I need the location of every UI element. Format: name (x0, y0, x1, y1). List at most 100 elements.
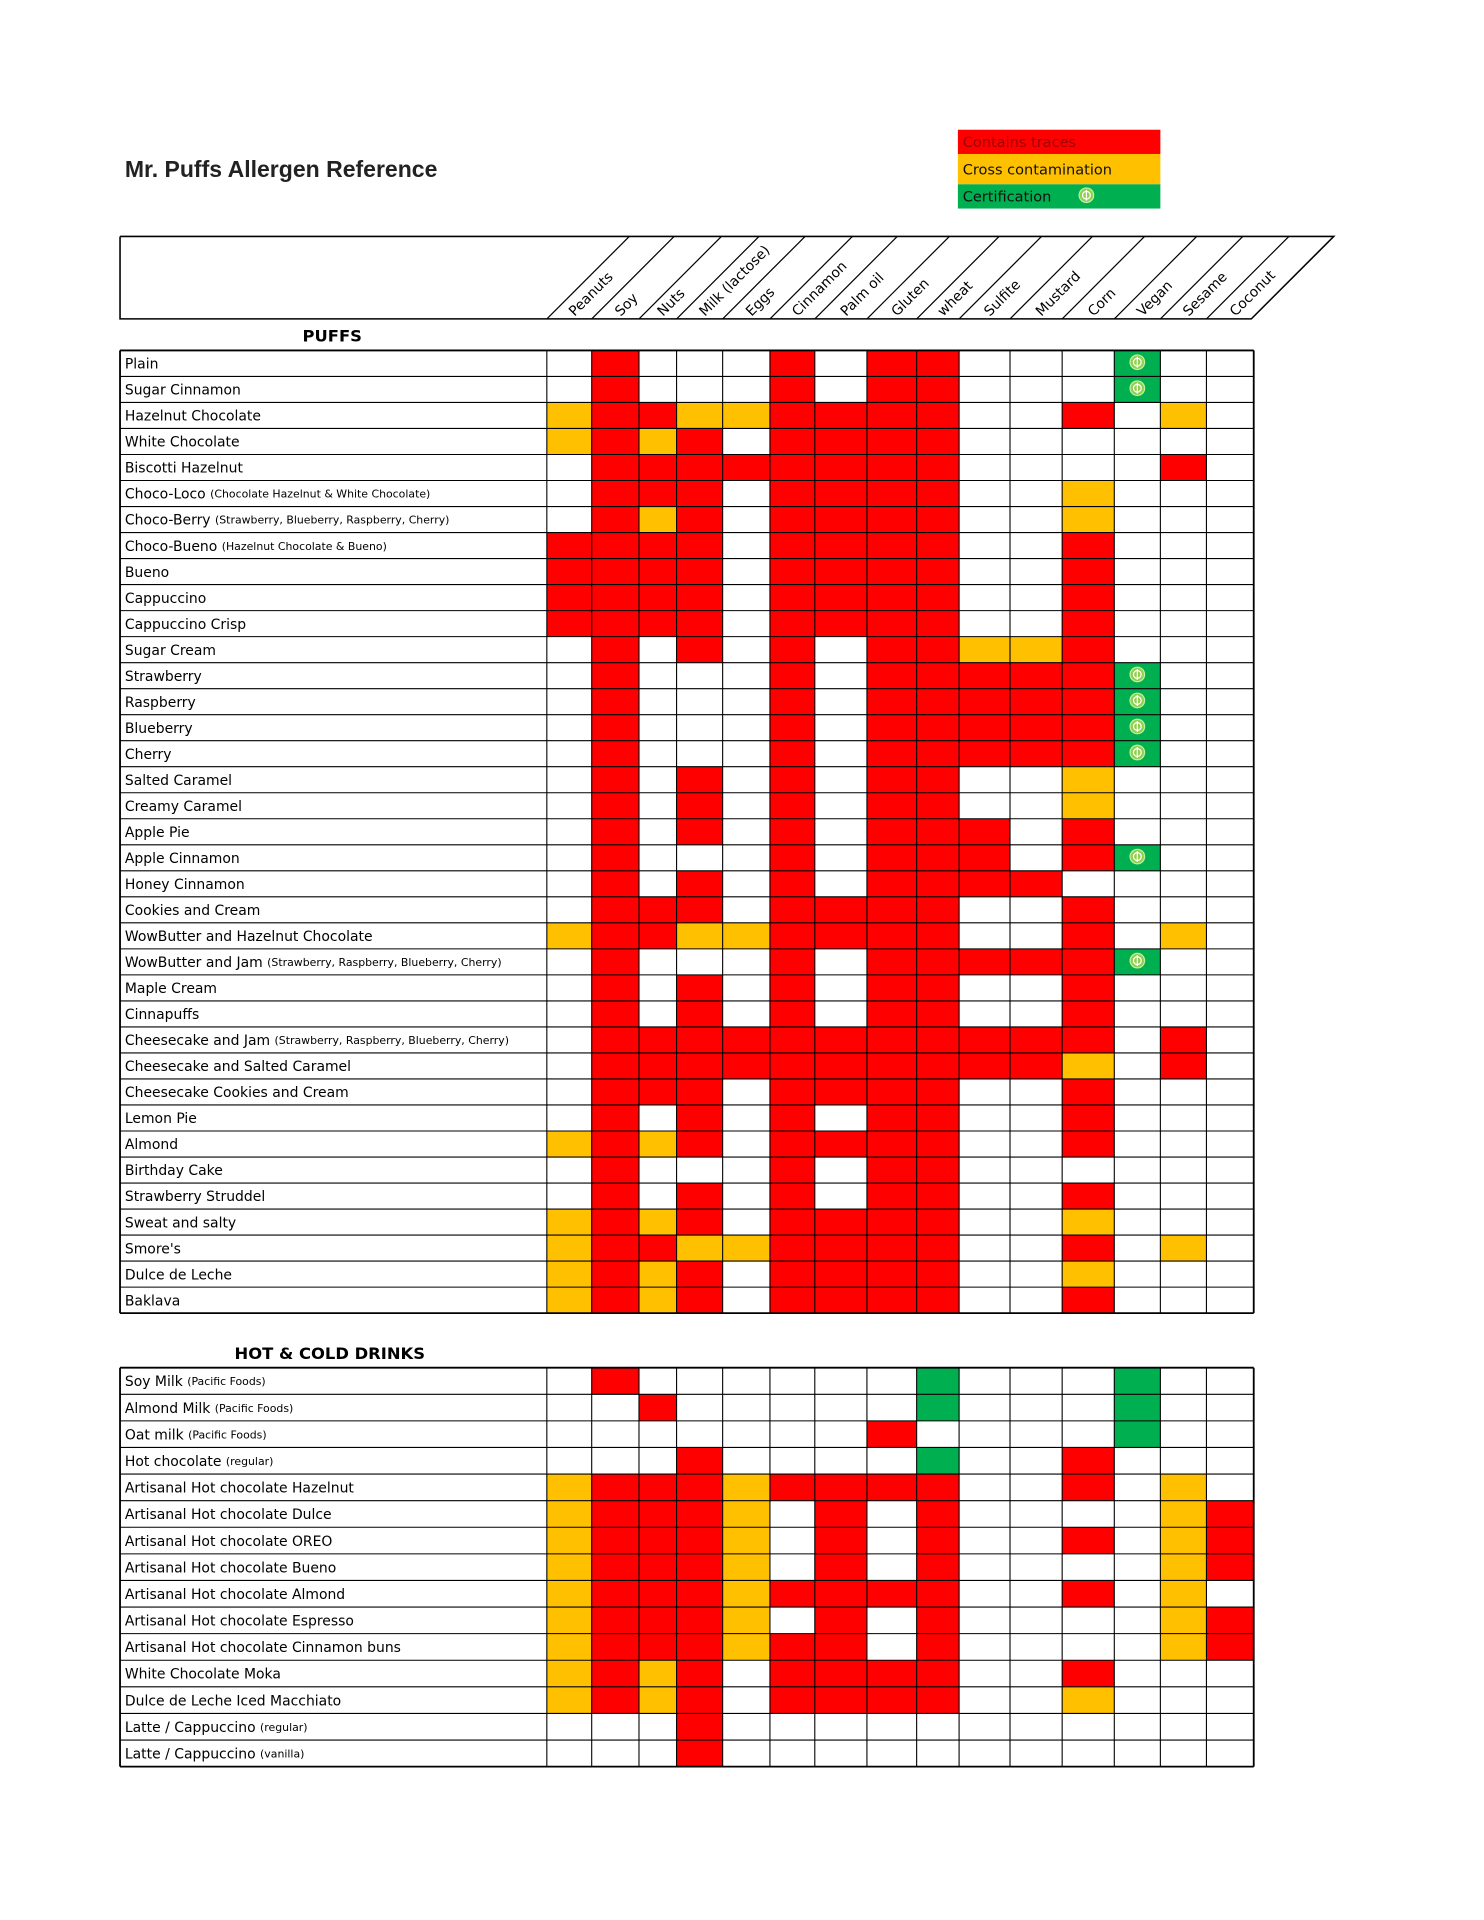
allergen-cell (591, 974, 639, 1001)
allergen-cell (1160, 1052, 1207, 1079)
title: Mr. Puffs Allergen Reference (125, 156, 438, 182)
column-header: Peanuts (566, 269, 617, 320)
item-note: (regular) (226, 1455, 274, 1468)
allergen-cell (769, 1157, 815, 1184)
row-label: Cappuccino Crisp (125, 617, 246, 633)
item-name: Smore's (125, 1241, 181, 1257)
legend-swatch (957, 129, 1161, 154)
row-label: Artisanal Hot chocolate Cinnamon buns (125, 1640, 401, 1656)
allergen-cell (814, 1026, 867, 1053)
section-title: PUFFS (303, 327, 362, 346)
item-name: Sugar Cream (125, 643, 216, 659)
legend-label: Contains traces (963, 135, 1076, 151)
row-label: Hot chocolate (regular) (125, 1454, 274, 1470)
allergen-cell (676, 1633, 723, 1661)
allergen-cell (866, 1686, 917, 1714)
allergen-cell (638, 1633, 677, 1661)
allergen-cell (814, 1052, 867, 1079)
item-name: Artisanal Hot chocolate Cinnamon buns (125, 1640, 401, 1656)
allergen-cell (1062, 1026, 1115, 1053)
allergen-cell (916, 1367, 960, 1395)
item-name: Almond Milk (125, 1401, 211, 1417)
allergen-cell (546, 532, 592, 559)
allergen-cell (866, 506, 917, 533)
allergen-cell (591, 662, 639, 689)
item-name: Sweat and salty (125, 1215, 236, 1231)
row-label: WowButter and Hazelnut Chocolate (125, 929, 373, 945)
allergen-cell (916, 948, 960, 975)
allergen-cell (769, 428, 815, 455)
allergen-cell (916, 584, 960, 611)
allergen-cell (638, 1580, 677, 1608)
allergen-cell (591, 714, 639, 741)
allergen-cell (591, 1287, 639, 1314)
allergen-cell (866, 896, 917, 923)
row-label: Sweat and salty (125, 1215, 236, 1231)
allergen-cell (866, 1000, 917, 1027)
allergen-cell (814, 610, 867, 637)
allergen-cell (814, 1235, 867, 1262)
allergen-cell (591, 1500, 639, 1528)
allergen-cell (591, 792, 639, 819)
allergen-cell (638, 1660, 677, 1687)
allergen-cell (769, 506, 815, 533)
allergen-cell (814, 532, 867, 559)
allergen-cell (769, 870, 815, 897)
allergen-cell (1062, 688, 1115, 715)
item-name: Artisanal Hot chocolate Bueno (125, 1560, 336, 1576)
allergen-cell (1062, 1686, 1115, 1714)
allergen-cell (814, 1474, 867, 1501)
header-border (119, 235, 1336, 320)
allergen-cell (769, 974, 815, 1001)
allergen-cell (916, 454, 960, 481)
allergen-cell (769, 948, 815, 975)
allergen-cell (814, 454, 867, 481)
allergen-cell (676, 922, 723, 949)
allergen-cell (916, 792, 960, 819)
item-name: White Chocolate (125, 435, 240, 451)
allergen-cell (638, 1394, 677, 1421)
allergen-cell (916, 428, 960, 455)
allergen-cell (866, 688, 917, 715)
row-label: Almond Milk (Pacific Foods) (125, 1401, 293, 1417)
item-name: White Chocolate Moka (125, 1667, 281, 1683)
row-label: Blueberry (125, 721, 193, 737)
allergen-cell (676, 1104, 723, 1132)
header-divider (722, 236, 806, 320)
allergen-cell (1010, 714, 1063, 741)
item-name: Cappuccino Crisp (125, 617, 246, 633)
allergen-cell (866, 480, 917, 507)
allergen-cell (916, 1527, 960, 1554)
allergen-cell (722, 1633, 770, 1661)
allergen-cell (814, 558, 867, 585)
allergen-cell (1062, 714, 1115, 741)
allergen-cell (916, 844, 960, 871)
allergen-cell (769, 818, 815, 845)
allergen-cell (959, 870, 1011, 897)
allergen-cell (866, 1261, 917, 1288)
allergen-cell (638, 1527, 677, 1554)
item-note: (vanilla) (260, 1748, 304, 1761)
allergen-cell (676, 1209, 723, 1236)
allergen-cell (546, 1580, 592, 1608)
legend-swatch (957, 153, 1161, 185)
allergen-cell (866, 558, 917, 585)
allergen-cell (1160, 1607, 1207, 1634)
allergen-cell (676, 1713, 723, 1741)
allergen-cell (814, 896, 867, 923)
allergen-cell (866, 740, 917, 767)
row-label: Cheesecake and Salted Caramel (125, 1059, 351, 1075)
allergen-cell (1206, 1500, 1254, 1528)
allergen-cell (814, 1209, 867, 1236)
item-note: (Pacific Foods) (215, 1402, 293, 1415)
allergen-cell (546, 1686, 592, 1714)
allergen-cell (676, 1183, 723, 1210)
allergen-cell (546, 1474, 592, 1501)
row-label: Hazelnut Chocolate (125, 409, 261, 425)
item-name: WowButter and Jam (125, 955, 263, 971)
allergen-cell (769, 584, 815, 611)
allergen-cell (1062, 662, 1115, 689)
allergen-cell (546, 610, 592, 637)
row-label: Cheesecake Cookies and Cream (125, 1085, 349, 1101)
allergen-cell (546, 1607, 592, 1634)
